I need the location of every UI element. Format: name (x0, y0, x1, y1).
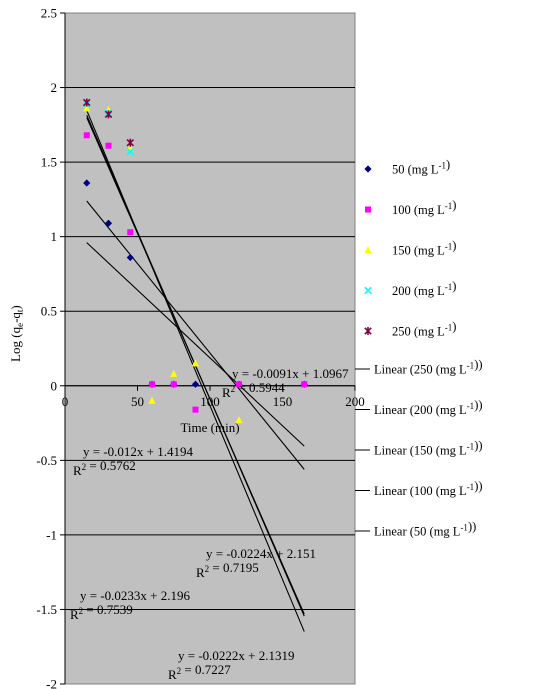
legend-marker (364, 286, 372, 295)
data-point (126, 147, 135, 156)
y-tick-label: 1.5 (41, 155, 57, 170)
legend-label: 50 (mg L-1) (392, 158, 450, 177)
r-squared-label: R2 = 0.5762 (73, 458, 136, 478)
y-tick-label: 2 (51, 80, 58, 95)
legend-label: Linear (150 (mg L-1)) (374, 439, 483, 458)
legend-label: 100 (mg L-1) (392, 198, 456, 217)
y-tick-label: -1.5 (36, 602, 57, 617)
legend-label: 150 (mg L-1) (392, 239, 456, 258)
x-tick-label: 100 (200, 394, 220, 409)
data-point (83, 132, 90, 139)
data-point (104, 219, 113, 227)
legend-marker (364, 165, 372, 173)
y-tick-label: 0 (51, 378, 58, 393)
x-axis-title: Time (min) (180, 420, 239, 435)
legend-marker (364, 246, 372, 253)
y-tick-label: 2.5 (41, 6, 57, 21)
trendline (86, 200, 305, 470)
trendline (86, 110, 305, 632)
data-point (192, 406, 199, 413)
y-tick-label: 0.5 (41, 304, 57, 319)
regression-equation: y = -0.0233x + 2.196 (80, 588, 190, 603)
data-point (82, 98, 91, 107)
trendline (86, 242, 305, 447)
r-squared-label: R2 = 0.7539 (70, 602, 133, 622)
r-squared-label: R2 = 0.7195 (196, 560, 259, 580)
y-tick-label: 1 (51, 229, 58, 244)
data-point (126, 253, 134, 262)
y-tick-label: -0.5 (36, 453, 57, 468)
r-squared-label: R2 = 0.7227 (168, 662, 231, 682)
x-tick-label: 0 (62, 394, 69, 409)
legend-marker (364, 327, 372, 335)
data-point (235, 416, 243, 424)
data-point (105, 142, 112, 149)
data-point (191, 380, 200, 388)
regression-equation: y = -0.0091x + 1.0967 (232, 366, 349, 381)
legend-label: Linear (100 (mg L-1)) (374, 479, 483, 498)
legend-label: 200 (mg L-1) (392, 279, 456, 298)
y-axis-title: Log (qe-qt) (8, 305, 25, 362)
data-point (148, 396, 156, 404)
data-point (104, 110, 113, 119)
data-point (170, 381, 177, 388)
legend-label: 250 (mg L-1) (392, 320, 456, 339)
legend-label: Linear (250 (mg L-1)) (374, 358, 483, 377)
legend-marker (365, 206, 371, 213)
data-point (301, 381, 308, 388)
y-tick-label: -1 (46, 527, 57, 542)
x-tick-label: 200 (345, 394, 365, 409)
data-point (83, 104, 91, 112)
y-tick-label: -2 (46, 677, 57, 689)
data-point (126, 138, 135, 147)
regression-equation: y = -0.0222x + 2.1319 (178, 648, 295, 663)
data-point (236, 381, 242, 388)
legend-label: Linear (200 (mg L-1)) (374, 398, 483, 417)
legend-label: Linear (50 (mg L-1)) (374, 520, 476, 539)
regression-equation: y = -0.012x + 1.4194 (83, 444, 193, 459)
regression-equation: y = -0.0224x + 2.151 (206, 546, 316, 561)
data-point (149, 381, 155, 388)
data-point (170, 369, 178, 377)
plot-area (64, 12, 356, 685)
x-tick-label: 150 (273, 394, 293, 409)
x-tick-label: 50 (131, 394, 144, 409)
data-point (127, 229, 134, 236)
r-squared-label: R2 = 0.5944 (222, 380, 285, 400)
data-point (83, 179, 91, 187)
data-point (191, 359, 200, 367)
